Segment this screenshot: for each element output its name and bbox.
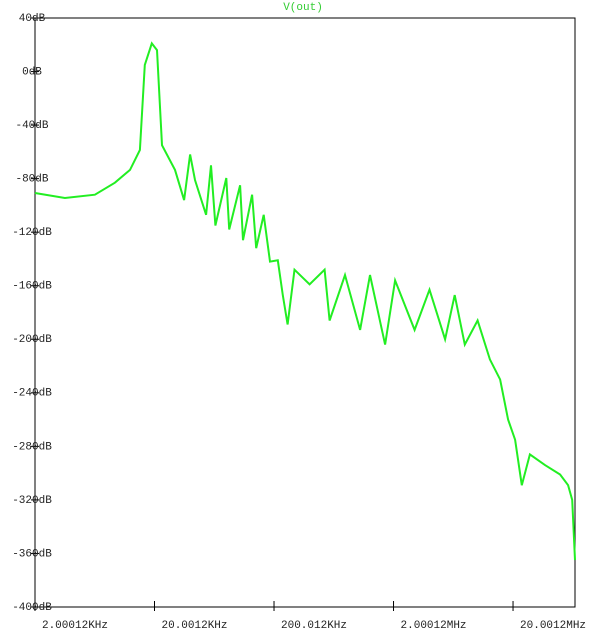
y-tick-label: -40dB [15,120,48,132]
y-tick-label: -80dB [15,174,48,186]
x-tick-label: 200.012KHz [281,620,347,632]
y-tick-label: -120dB [12,227,52,239]
spectrum-line [34,41,576,561]
x-tick-label: 20.0012MHz [520,620,586,632]
x-tick-label: 20.0012KHz [162,620,228,632]
y-tick-label: -360dB [12,548,52,560]
plot-frame [34,17,576,608]
chart-title: V(out) [283,2,323,14]
y-tick-label: -400dB [12,602,52,614]
y-tick-label: -240dB [12,388,52,400]
y-tick-label: -280dB [12,441,52,453]
y-tick-label: 0dB [22,66,42,78]
x-tick-label: 2.00012KHz [42,620,108,632]
x-tick-label: 2.00012MHz [401,620,467,632]
y-tick-label: -160dB [12,281,52,293]
y-tick-label: 40dB [19,13,46,25]
y-tick-label: -320dB [12,495,52,507]
y-tick-label: -200dB [12,334,52,346]
